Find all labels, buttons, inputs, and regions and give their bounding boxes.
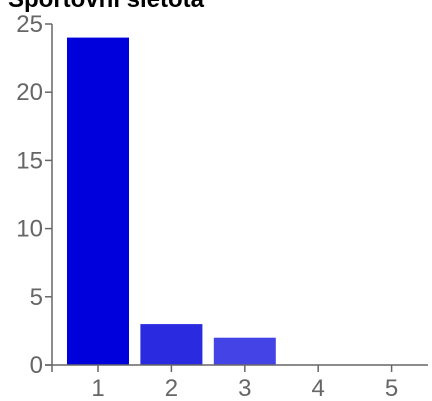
x-tick-label-1: 1 <box>91 375 104 401</box>
x-tick-label-2: 2 <box>165 375 178 401</box>
y-tick-label-5: 5 <box>30 284 43 311</box>
axes-group <box>45 23 428 372</box>
bar-3 <box>213 337 276 365</box>
y-tick-label-25: 25 <box>16 11 43 38</box>
x-tick-label-4: 4 <box>312 375 325 401</box>
x-tick-label-5: 5 <box>385 375 398 401</box>
y-tick-label-0: 0 <box>30 352 43 379</box>
y-tick-labels: 0 5 10 15 20 25 <box>16 11 43 379</box>
chart-title: Sportovní sietota <box>8 0 204 14</box>
x-tick-label-3: 3 <box>238 375 251 401</box>
bar-1 <box>67 37 129 365</box>
bar-2 <box>140 324 203 365</box>
x-tick-labels: 1 2 3 4 5 <box>91 375 398 401</box>
bars-group <box>67 37 276 365</box>
y-tick-label-20: 20 <box>16 79 43 106</box>
y-tick-label-10: 10 <box>16 216 43 243</box>
y-tick-label-15: 15 <box>16 147 43 174</box>
